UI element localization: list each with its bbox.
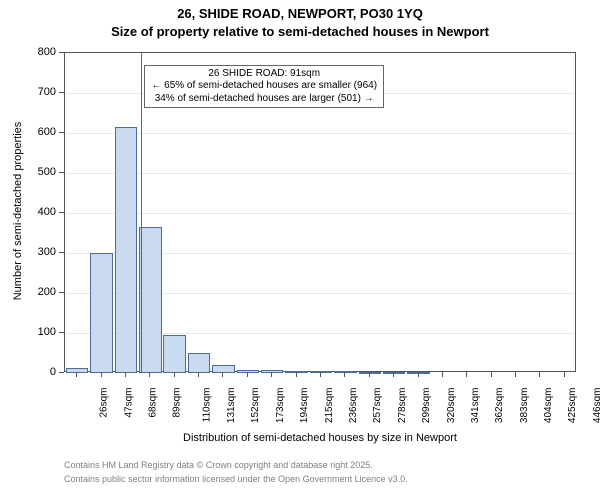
x-tick-label: 194sqm (299, 388, 310, 424)
x-tick-mark (442, 372, 443, 377)
y-tick-mark (59, 172, 64, 173)
y-tick-mark (59, 92, 64, 93)
y-tick-label: 200 (0, 286, 56, 298)
y-tick-label: 500 (0, 166, 56, 178)
x-tick-label: 173sqm (275, 388, 286, 424)
footer-line1: Contains HM Land Registry data © Crown c… (64, 460, 373, 470)
x-tick-mark (222, 372, 223, 377)
x-tick-label: 404sqm (543, 388, 554, 424)
x-tick-mark (125, 372, 126, 377)
x-tick-label: 110sqm (201, 388, 212, 423)
x-tick-mark (539, 372, 540, 377)
callout-box: 26 SHIDE ROAD: 91sqm← 65% of semi-detach… (144, 65, 384, 109)
y-tick-label: 400 (0, 206, 56, 218)
chart-title-line2: Size of property relative to semi-detach… (0, 24, 600, 41)
x-tick-mark (296, 372, 297, 377)
x-tick-mark (174, 372, 175, 377)
y-tick-label: 700 (0, 86, 56, 98)
x-tick-label: 131sqm (226, 388, 237, 424)
x-tick-label: 446sqm (592, 388, 600, 424)
x-tick-mark (466, 372, 467, 377)
x-tick-mark (198, 372, 199, 377)
x-tick-label: 47sqm (123, 388, 134, 418)
y-tick-label: 0 (0, 366, 56, 378)
histogram-bar (188, 353, 210, 373)
x-tick-label: 236sqm (348, 388, 359, 424)
x-tick-mark (491, 372, 492, 377)
histogram-bar (90, 253, 112, 373)
x-tick-label: 257sqm (372, 388, 383, 424)
y-tick-label: 100 (0, 326, 56, 338)
x-tick-mark (418, 372, 419, 377)
x-tick-mark (271, 372, 272, 377)
y-tick-mark (59, 372, 64, 373)
x-tick-mark (564, 372, 565, 377)
x-tick-label: 89sqm (172, 388, 183, 418)
x-tick-mark (101, 372, 102, 377)
footer-line2: Contains public sector information licen… (64, 474, 408, 484)
x-tick-mark (247, 372, 248, 377)
x-tick-label: 341sqm (470, 388, 481, 424)
y-tick-mark (59, 252, 64, 253)
callout-line: 26 SHIDE ROAD: 91sqm (151, 68, 377, 81)
histogram-bar (163, 335, 185, 373)
x-tick-label: 299sqm (421, 388, 432, 424)
x-tick-mark (76, 372, 77, 377)
x-axis-label: Distribution of semi-detached houses by … (64, 432, 576, 444)
histogram-bar (237, 370, 259, 373)
y-tick-mark (59, 332, 64, 333)
x-tick-mark (149, 372, 150, 377)
y-tick-mark (59, 132, 64, 133)
reference-line (141, 53, 142, 373)
plot-area: 26 SHIDE ROAD: 91sqm← 65% of semi-detach… (64, 52, 576, 372)
y-tick-label: 300 (0, 246, 56, 258)
histogram-bar (115, 127, 137, 373)
x-tick-label: 215sqm (324, 388, 335, 424)
x-tick-mark (320, 372, 321, 377)
histogram-chart: { "title": { "line1": "26, SHIDE ROAD, N… (0, 0, 600, 500)
x-tick-label: 383sqm (519, 388, 530, 424)
x-tick-mark (515, 372, 516, 377)
x-tick-label: 425sqm (568, 388, 579, 424)
x-tick-mark (344, 372, 345, 377)
chart-title-line1: 26, SHIDE ROAD, NEWPORT, PO30 1YQ (0, 6, 600, 23)
x-tick-label: 26sqm (99, 388, 110, 418)
y-tick-mark (59, 52, 64, 53)
x-tick-label: 362sqm (494, 388, 505, 424)
y-tick-mark (59, 212, 64, 213)
y-tick-label: 600 (0, 126, 56, 138)
callout-line: 34% of semi-detached houses are larger (… (151, 93, 377, 106)
x-tick-label: 278sqm (397, 388, 408, 424)
x-tick-mark (369, 372, 370, 377)
y-tick-label: 800 (0, 46, 56, 58)
y-tick-mark (59, 292, 64, 293)
x-tick-mark (393, 372, 394, 377)
callout-line: ← 65% of semi-detached houses are smalle… (151, 80, 377, 93)
histogram-bar (139, 227, 161, 373)
x-tick-label: 320sqm (446, 388, 457, 424)
x-tick-label: 152sqm (251, 388, 262, 424)
x-tick-label: 68sqm (147, 388, 158, 418)
